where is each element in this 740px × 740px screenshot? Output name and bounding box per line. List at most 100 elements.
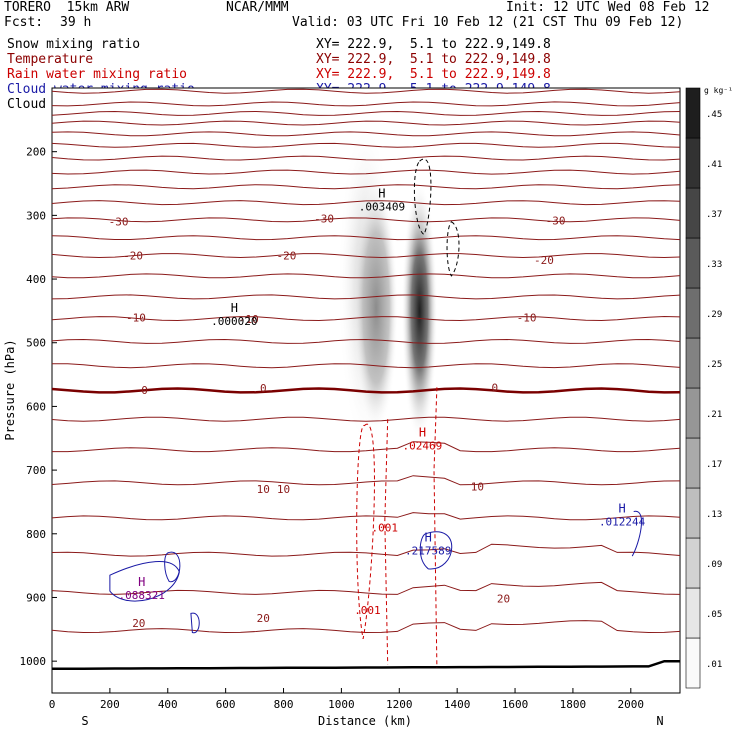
cloud-ice-contour bbox=[446, 221, 460, 277]
cloud-water-contour bbox=[419, 531, 453, 570]
temperature-contour bbox=[51, 475, 681, 486]
legend-entry-name: Temperature bbox=[7, 52, 94, 67]
maximum-value: .012244 bbox=[599, 516, 646, 529]
colorbar-tick-label: .17 bbox=[706, 460, 722, 470]
x-tick-label: 1600 bbox=[502, 698, 529, 711]
colorbar-segment bbox=[685, 487, 701, 539]
temperature-contour bbox=[51, 88, 681, 94]
x-tick-label: 400 bbox=[158, 698, 178, 711]
y-tick-label: 900 bbox=[26, 591, 46, 604]
temperature-contour bbox=[51, 387, 681, 394]
temperature-label: -10 bbox=[239, 313, 259, 326]
temperature-contour bbox=[51, 120, 681, 126]
maximum-marker: H bbox=[425, 530, 432, 544]
colorbar-tick-label: .37 bbox=[706, 210, 722, 220]
temperature-contour bbox=[51, 253, 681, 259]
legend-entry-xy: XY= 222.9, 5.1 to 222.9,149.8 bbox=[316, 52, 551, 67]
temperature-label: -30 bbox=[546, 214, 566, 227]
colorbar-segment bbox=[685, 87, 701, 139]
x-tick-label: 200 bbox=[100, 698, 120, 711]
legend-entry-xy: XY= 222.9, 5.1 to 222.9,149.8 bbox=[316, 37, 551, 52]
x-tick-label: 1000 bbox=[328, 698, 355, 711]
colorbar-segment bbox=[685, 387, 701, 439]
temperature-contour bbox=[51, 217, 681, 223]
temperature-contour bbox=[51, 200, 681, 206]
rain-contour-label: .001 bbox=[372, 521, 399, 534]
temperature-label: -30 bbox=[314, 213, 334, 226]
temperature-contour bbox=[51, 169, 681, 175]
temperature-contour bbox=[51, 512, 681, 521]
colorbar-tick-label: .33 bbox=[706, 260, 722, 270]
maximum-marker: H bbox=[378, 186, 385, 200]
colorbar-segment bbox=[685, 187, 701, 239]
x-tick-label: 2000 bbox=[618, 698, 645, 711]
temperature-contour bbox=[51, 416, 681, 422]
colorbar-tick-label: .09 bbox=[706, 560, 722, 570]
maximum-value: .217589 bbox=[405, 544, 451, 557]
temperature-contour bbox=[51, 315, 681, 322]
temperature-contour bbox=[51, 620, 681, 634]
colorbar-segment bbox=[685, 437, 701, 489]
x-tick-label: 1400 bbox=[444, 698, 471, 711]
temperature-label: 0 bbox=[260, 382, 267, 395]
maximum-marker: H bbox=[138, 575, 145, 589]
temperature-label: -20 bbox=[276, 249, 296, 262]
temperature-label: -20 bbox=[123, 249, 143, 262]
temperature-label: 0 bbox=[491, 381, 498, 394]
forecast-hour: 39 h bbox=[60, 15, 92, 30]
temperature-label: -10 bbox=[126, 311, 146, 324]
temperature-label: 10 bbox=[277, 483, 290, 496]
x-axis-title: Distance (km) bbox=[318, 714, 412, 728]
colorbar-segment bbox=[685, 287, 701, 339]
maximum-marker: H bbox=[231, 301, 238, 315]
colorbar-tick-label: .01 bbox=[706, 660, 722, 670]
x-tick-label: 1200 bbox=[386, 698, 413, 711]
center-label: NCAR/MMM bbox=[226, 0, 289, 15]
y-tick-label: 400 bbox=[26, 273, 46, 286]
colorbar-unit: g kg⁻¹ bbox=[704, 86, 733, 95]
maximum-value: .02469 bbox=[403, 439, 443, 452]
colorbar-segment bbox=[685, 137, 701, 189]
temperature-contour bbox=[51, 142, 681, 148]
rain-contour bbox=[356, 423, 375, 639]
temperature-contour bbox=[51, 273, 681, 279]
y-tick-label: 300 bbox=[26, 209, 46, 222]
temperature-contour bbox=[51, 131, 681, 137]
colorbar-tick-label: .21 bbox=[706, 410, 722, 420]
cloud-ice-contour bbox=[413, 158, 432, 236]
rain-contour-label: .001 bbox=[354, 604, 381, 617]
temperature-contour bbox=[51, 155, 681, 161]
temperature-label: -10 bbox=[517, 311, 537, 324]
temperature-label: 0 bbox=[141, 384, 148, 397]
y-tick-label: 200 bbox=[26, 146, 46, 159]
legend-entry-xy: XY= 222.9, 5.1 to 222.9,149.8 bbox=[316, 67, 551, 82]
temperature-contour bbox=[51, 581, 681, 595]
legend-entry-name: Rain water mixing ratio bbox=[7, 67, 188, 82]
colorbar-segment bbox=[685, 337, 701, 389]
temperature-contour bbox=[51, 363, 681, 369]
temperature-contour bbox=[51, 294, 681, 300]
ground-line bbox=[51, 659, 680, 671]
x-end-label-left: S bbox=[81, 714, 88, 728]
colorbar-tick-label: .29 bbox=[706, 310, 722, 320]
temperature-contour bbox=[52, 441, 681, 453]
cloud-water-contour bbox=[190, 612, 200, 634]
cloud-water-contour bbox=[164, 551, 181, 583]
init-time: Init: 12 UTC Wed 08 Feb 12 bbox=[506, 0, 710, 15]
temperature-label: 10 bbox=[471, 481, 484, 494]
model-title: TORERO 15km ARW bbox=[4, 0, 130, 15]
colorbar-tick-label: .05 bbox=[706, 610, 722, 620]
x-tick-label: 800 bbox=[274, 698, 294, 711]
temperature-contours bbox=[51, 88, 681, 634]
temperature-contour bbox=[51, 338, 681, 344]
cloud-water-contour bbox=[631, 510, 642, 557]
rain-contour bbox=[384, 419, 389, 665]
x-tick-label: 0 bbox=[49, 698, 56, 711]
colorbar-tick-label: .13 bbox=[706, 510, 722, 520]
colorbar-segment bbox=[685, 587, 701, 639]
forecast-label: Fcst: bbox=[4, 15, 44, 30]
y-tick-label: 700 bbox=[26, 464, 46, 477]
temperature-contour bbox=[51, 543, 681, 557]
colorbar-tick-label: .45 bbox=[706, 110, 722, 120]
